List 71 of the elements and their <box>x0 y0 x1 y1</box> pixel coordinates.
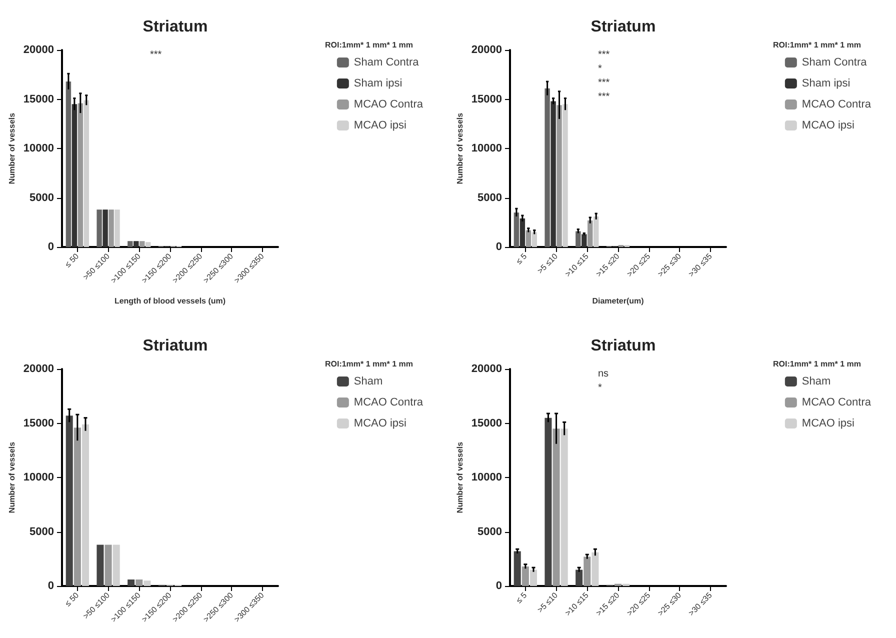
y-tick-label: 15000 <box>471 93 502 106</box>
y-axis-title: Number of vessels <box>8 441 16 514</box>
x-tick-label: >20 ≤25 <box>625 251 652 279</box>
y-tick-label: 15000 <box>471 417 502 430</box>
annotation: ns <box>598 368 609 380</box>
x-tick-label: ≤ 50 <box>63 251 82 270</box>
chart-title: Striatum <box>590 338 656 354</box>
y-tick-label: 5000 <box>478 192 502 204</box>
legend-label: MCAO ipsi <box>802 120 854 132</box>
annotation: *** <box>598 78 610 88</box>
legend-label: Sham <box>802 376 831 388</box>
x-tick-label: >25 ≤30 <box>656 590 684 618</box>
chart-title: Striatum <box>142 338 208 354</box>
y-tick-label: 10000 <box>23 472 54 484</box>
x-tick-label: >5 ≤10 <box>536 590 560 615</box>
legend-label: MCAO ipsi <box>802 418 854 430</box>
legend-title: ROI:1mm* 1 mm* 1 mm <box>772 40 861 50</box>
y-tick-label: 10000 <box>23 142 54 154</box>
legend-label: MCAO Contra <box>802 98 872 110</box>
legend-title: ROI:1mm* 1 mm* 1 mm <box>324 40 413 50</box>
legend-label: MCAO ipsi <box>354 418 406 430</box>
x-axis-title: Diameter(um) <box>592 296 644 306</box>
legend-label: Sham Contra <box>802 56 868 68</box>
legend-label: Sham <box>354 376 383 388</box>
legend-title: ROI:1mm* 1 mm* 1 mm <box>324 360 413 368</box>
y-tick-label: 0 <box>496 580 502 592</box>
legend-label: Sham Contra <box>354 56 420 68</box>
x-tick-label: >10 ≤15 <box>563 590 591 618</box>
legend-title: ROI:1mm* 1 mm* 1 mm <box>772 360 861 368</box>
y-tick-label: 5000 <box>30 526 54 538</box>
x-tick-label: >15 ≤20 <box>594 251 622 279</box>
x-tick-label: ≤ 5 <box>514 251 529 266</box>
x-tick-label: ≤ 5 <box>514 590 529 605</box>
chart-title: Striatum <box>142 18 208 36</box>
legend-label: MCAO ipsi <box>354 120 406 132</box>
annotation: * <box>598 382 602 394</box>
annotation: * <box>598 64 602 74</box>
y-axis-title: Number of vessels <box>456 441 464 514</box>
y-tick-label: 0 <box>48 241 54 253</box>
x-tick-label: >30 ≤35 <box>686 590 714 618</box>
x-tick-label: >5 ≤10 <box>536 251 560 276</box>
y-tick-label: 5000 <box>30 192 54 204</box>
y-tick-label: 15000 <box>23 93 54 106</box>
legend-label: Sham ipsi <box>354 78 402 90</box>
y-axis-title: Number of vessels <box>456 112 464 184</box>
y-tick-label: 5000 <box>478 526 502 538</box>
y-tick-label: 10000 <box>471 142 502 154</box>
y-tick-label: 20000 <box>471 363 502 375</box>
y-tick-label: 20000 <box>23 44 54 56</box>
legend-label: MCAO Contra <box>802 396 872 408</box>
y-tick-label: 0 <box>48 580 54 592</box>
x-tick-label: >15 ≤20 <box>594 590 622 618</box>
annotation: *** <box>598 92 610 102</box>
y-tick-label: 20000 <box>471 44 502 56</box>
annotation: *** <box>150 50 162 60</box>
legend-label: Sham ipsi <box>802 78 850 90</box>
y-tick-label: 10000 <box>471 472 502 484</box>
annotation: *** <box>598 50 610 60</box>
x-tick-label: ≤ 50 <box>63 590 82 608</box>
x-tick-label: >20 ≤25 <box>625 590 652 618</box>
x-axis-title: Length of blood vessels (um) <box>114 296 226 306</box>
x-tick-label: >10 ≤15 <box>563 251 591 279</box>
x-tick-label: >30 ≤35 <box>686 251 714 279</box>
chart-title: Striatum <box>590 18 656 36</box>
legend-label: MCAO Contra <box>354 98 424 110</box>
y-tick-label: 20000 <box>23 363 54 375</box>
x-tick-label: >25 ≤30 <box>656 251 684 279</box>
legend-label: MCAO Contra <box>354 396 424 408</box>
y-tick-label: 0 <box>496 241 502 253</box>
y-axis-title: Number of vessels <box>8 112 16 184</box>
y-tick-label: 15000 <box>23 417 54 430</box>
